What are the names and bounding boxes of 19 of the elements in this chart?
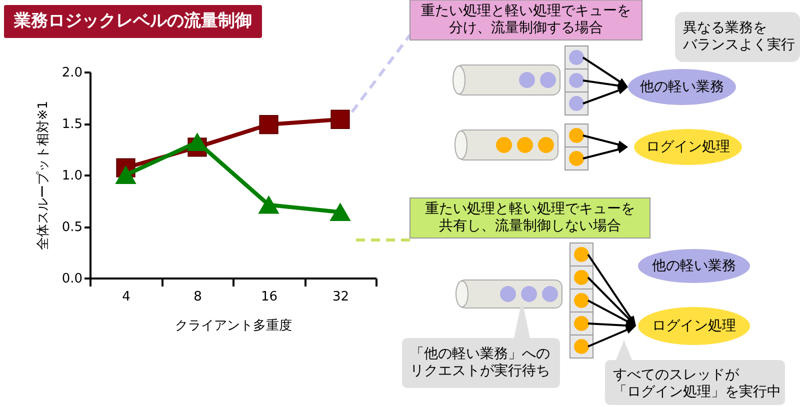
y-axis-title: 全体スループット相対※1 bbox=[34, 100, 51, 250]
y-tick-label: 1.5 bbox=[62, 117, 82, 132]
point bbox=[330, 203, 350, 222]
x-tick-label: 8 bbox=[194, 290, 202, 304]
x-tick-label: 16 bbox=[260, 290, 278, 304]
point bbox=[187, 133, 208, 151]
point bbox=[259, 114, 278, 134]
x-tick-label: 32 bbox=[332, 290, 350, 304]
x-tick-label: 4 bbox=[122, 290, 130, 304]
text: すべてのスレッドが「ログイン処理」を実行中 bbox=[612, 366, 782, 402]
y-tick-label: 0.5 bbox=[62, 220, 82, 235]
point bbox=[258, 196, 279, 214]
y-tick-label: 1.0 bbox=[62, 168, 82, 184]
text: 「他の軽い業務」へのリクエストが実行待ち bbox=[409, 345, 551, 381]
y-tick-label: 0.0 bbox=[62, 272, 82, 286]
y-tick-label: 2.0 bbox=[62, 66, 82, 80]
point bbox=[330, 110, 350, 129]
point bbox=[116, 166, 136, 184]
x-axis-title: クライアント多重度 bbox=[175, 318, 292, 334]
